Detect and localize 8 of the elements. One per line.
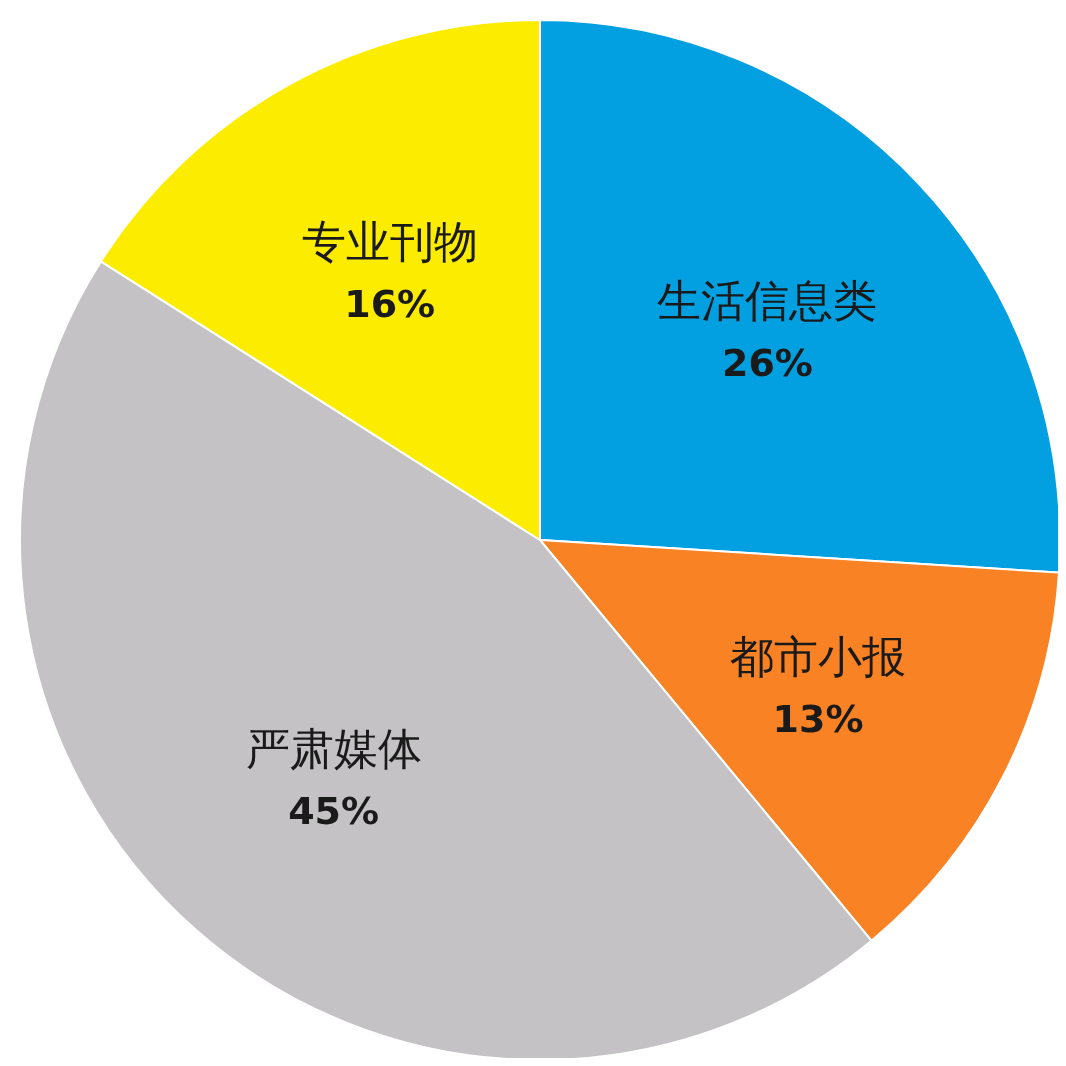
slice-label: 生活信息类 <box>657 275 878 327</box>
data-label: 13% <box>772 696 864 741</box>
slice-label: 都市小报 <box>729 630 906 682</box>
slice-label: 专业刊物 <box>301 215 478 267</box>
data-label: 16% <box>344 281 436 326</box>
data-label: 26% <box>721 341 813 386</box>
slice-label: 严肃媒体 <box>245 723 422 775</box>
data-label: 45% <box>288 789 380 834</box>
